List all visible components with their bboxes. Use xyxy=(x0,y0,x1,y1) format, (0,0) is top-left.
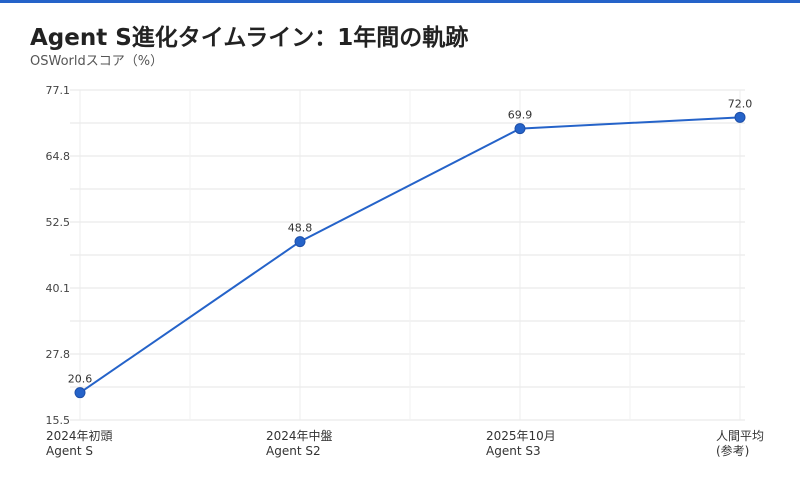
x-tick-label: (参考) xyxy=(716,443,749,458)
x-tick-label: Agent S xyxy=(46,444,93,458)
x-tick-label: 2024年中盤 xyxy=(266,428,333,443)
series-line xyxy=(79,116,741,394)
y-axis-ticks: 77.1 64.8 52.5 40.1 27.8 15.5 xyxy=(46,84,71,427)
chart-subtitle: OSWorldスコア（%） xyxy=(30,54,164,69)
y-tick-label: 77.1 xyxy=(46,84,71,97)
y-tick-label: 40.1 xyxy=(46,282,71,295)
x-tick-label: 人間平均 xyxy=(716,429,764,443)
x-tick-label: Agent S2 xyxy=(266,444,321,458)
y-tick-label: 27.8 xyxy=(46,348,71,361)
data-label: 48.8 xyxy=(288,222,313,235)
data-point xyxy=(74,387,86,399)
grid-lines xyxy=(70,89,745,421)
x-tick-label: Agent S3 xyxy=(486,444,541,458)
top-accent-bar xyxy=(0,0,800,3)
data-label: 20.6 xyxy=(68,373,93,386)
data-point xyxy=(734,111,746,123)
x-tick-label: 2025年10月 xyxy=(486,429,556,443)
x-tick-label: 2024年初頭 xyxy=(46,429,113,443)
y-tick-label: 15.5 xyxy=(46,414,71,427)
y-tick-label: 64.8 xyxy=(46,150,71,163)
data-point xyxy=(294,236,306,248)
chart-title: Agent S進化タイムライン：1年間の軌跡 xyxy=(30,25,469,51)
series-layer: 20.6 48.8 69.9 72.0 xyxy=(68,97,753,399)
data-label: 69.9 xyxy=(508,109,533,122)
data-point xyxy=(514,123,526,135)
y-tick-label: 52.5 xyxy=(46,216,71,229)
data-label: 72.0 xyxy=(728,97,753,110)
